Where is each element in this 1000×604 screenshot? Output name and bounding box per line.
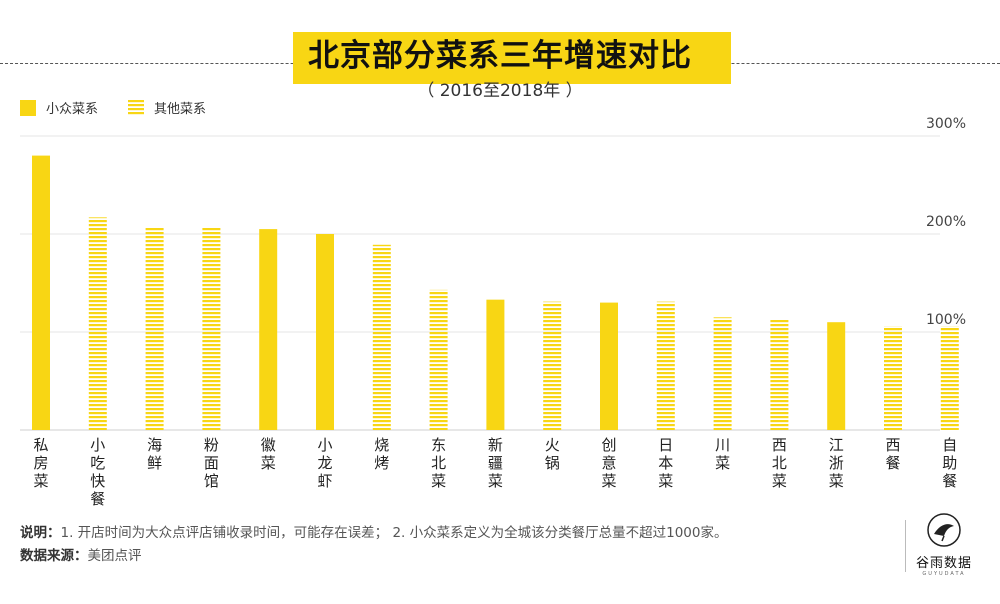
bar [713,317,732,430]
x-tick-label: 小吃快餐 [90,436,105,508]
source-label: 数据来源： [20,548,88,564]
x-tick-label: 火锅 [545,436,560,472]
bar [429,289,448,430]
x-tick-label: 小龙虾 [317,436,332,490]
x-tick-label: 江浙菜 [829,436,844,490]
title-highlight [293,32,731,84]
x-tick-label: 海鲜 [147,436,162,472]
footer-divider [905,520,906,572]
bar [372,244,391,430]
y-tick-label: 200% [926,214,966,230]
source-line: 数据来源：美团点评 [20,545,728,568]
bar [770,319,789,430]
y-tick-label: 100% [926,312,966,328]
logo-wordmark: 谷雨数据 [915,556,972,571]
x-tick-label: 日本菜 [658,436,673,490]
chart-title: 北京部分菜系三年增速对比 [308,38,692,74]
legend: 小众菜系 其他菜系 [20,98,236,117]
bar [884,326,902,430]
bar [202,227,221,430]
x-tick-label: 私房菜 [33,436,48,490]
bar [543,301,562,430]
legend-swatch-striped [128,99,145,116]
x-tick-label: 川菜 [715,436,730,472]
x-tick-label: 烧烤 [374,436,389,472]
x-tick-label: 粉面馆 [204,436,219,490]
bar [486,299,505,430]
bar [827,322,846,430]
legend-swatch-solid [20,99,36,116]
x-tick-label: 西北菜 [772,436,787,490]
brand-logo: 谷雨数据 GUYUDATA [904,512,984,582]
x-tick-label: 徽菜 [261,436,276,472]
note-text: 1. 开店时间为大众点评店铺收录时间，可能存在误差； 2. 小众菜系定义为全城该… [60,525,728,541]
note-line: 说明：1. 开店时间为大众点评店铺收录时间，可能存在误差； 2. 小众菜系定义为… [20,522,728,545]
source-text: 美团点评 [87,548,142,564]
logo-subtext: GUYUDATA [922,571,966,577]
bar [940,326,959,430]
y-tick-label: 300% [926,116,966,132]
x-tick-label: 东北菜 [431,436,446,490]
legend-item-niche: 小众菜系 [20,98,98,117]
legend-item-other: 其他菜系 [128,98,206,117]
bar [600,302,618,430]
bar [32,155,50,430]
bar [259,229,278,430]
bar [316,234,334,430]
bar [88,217,107,430]
legend-label-other: 其他菜系 [154,102,207,117]
x-tick-label: 自助餐 [942,436,957,490]
bird-logo-icon [927,513,961,547]
note-label: 说明： [20,525,61,541]
bar [145,227,164,430]
bar [656,301,675,430]
chart-subtitle: （ 2016至2018年 ） [417,81,583,101]
legend-label-niche: 小众菜系 [46,102,99,117]
x-tick-label: 新疆菜 [488,436,503,490]
footnotes: 说明：1. 开店时间为大众点评店铺收录时间，可能存在误差； 2. 小众菜系定义为… [20,522,728,568]
x-tick-label: 创意菜 [601,436,616,490]
x-tick-label: 西餐 [885,436,900,472]
